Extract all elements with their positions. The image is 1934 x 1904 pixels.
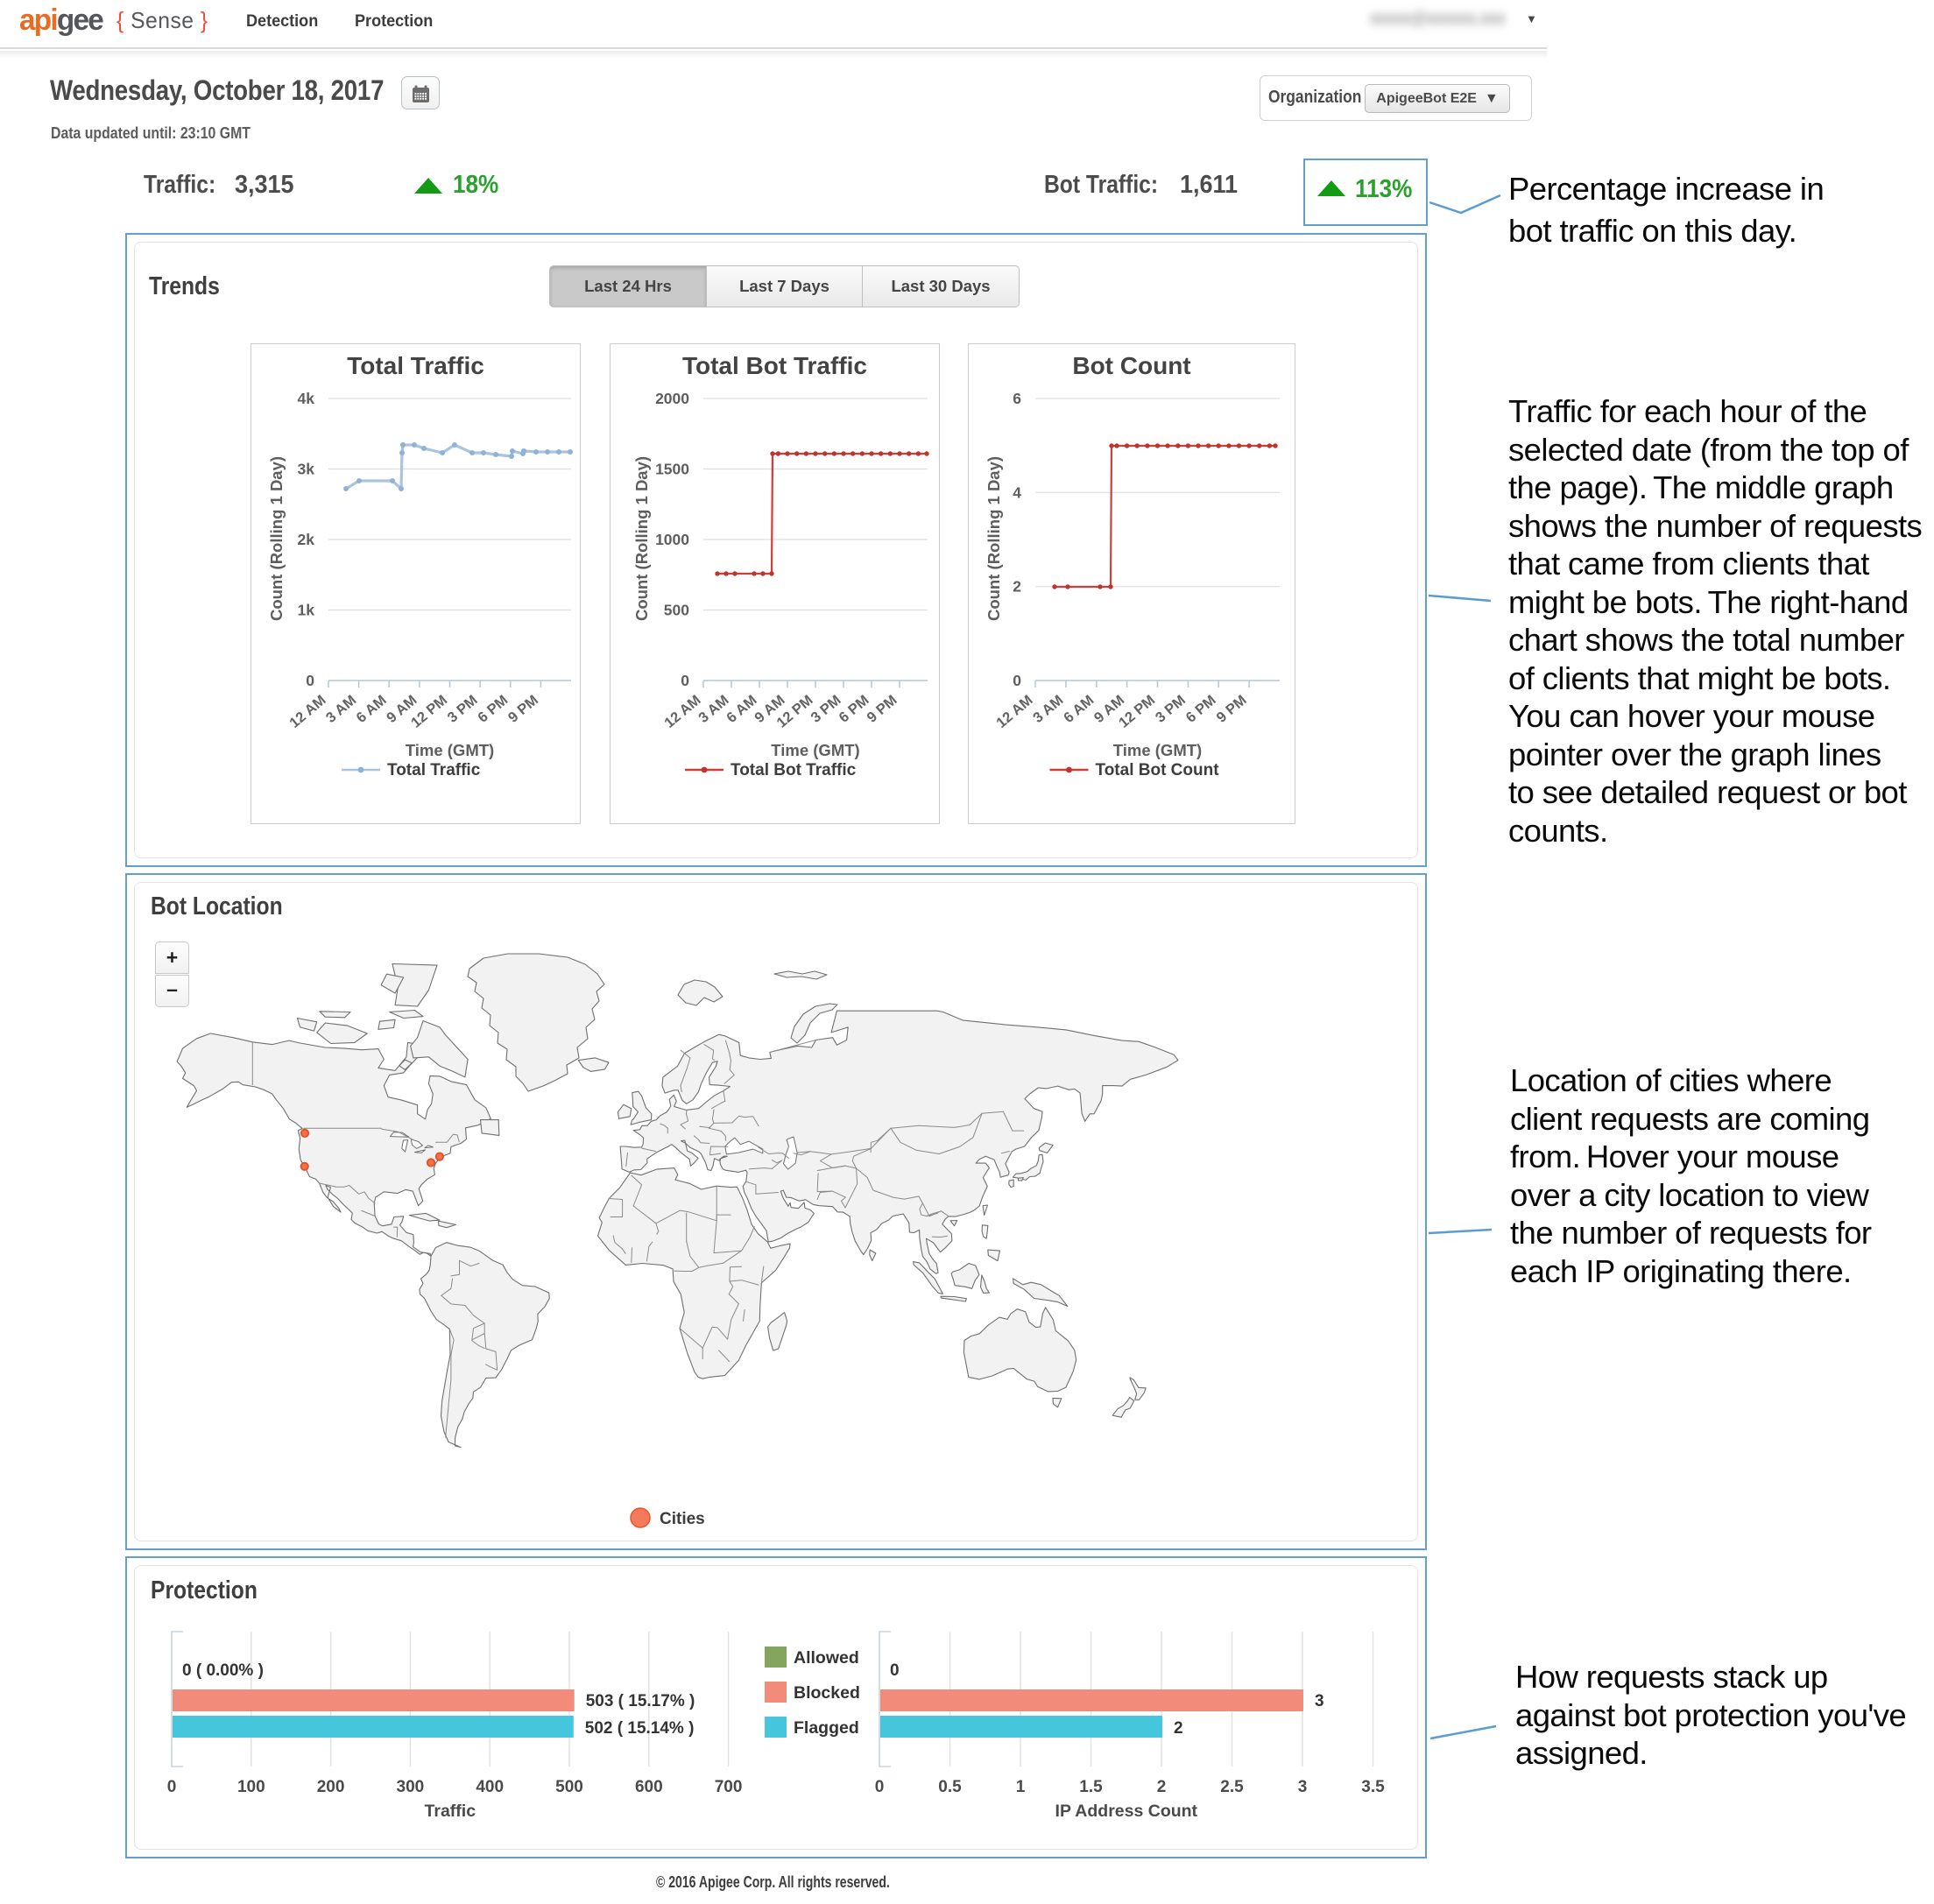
svg-text:0: 0 (1013, 672, 1021, 689)
svg-text:0: 0 (890, 1661, 900, 1680)
svg-text:Count (Rolling 1 Day): Count (Rolling 1 Day) (633, 456, 651, 621)
svg-text:700: 700 (715, 1778, 743, 1796)
svg-text:3k: 3k (298, 461, 315, 478)
svg-text:2000: 2000 (655, 390, 689, 407)
svg-text:Time (GMT): Time (GMT) (406, 741, 494, 759)
svg-text:0: 0 (306, 672, 314, 689)
svg-text:100: 100 (237, 1778, 265, 1796)
svg-text:Bot Count: Bot Count (1072, 352, 1190, 379)
svg-text:500: 500 (664, 602, 689, 619)
svg-text:1500: 1500 (655, 461, 689, 478)
svg-text:300: 300 (397, 1778, 425, 1796)
svg-text:503 ( 15.17% ): 503 ( 15.17% ) (586, 1692, 695, 1710)
svg-text:6: 6 (1013, 390, 1021, 407)
svg-text:Total Traffic: Total Traffic (387, 761, 481, 779)
svg-text:502 ( 15.14% ): 502 ( 15.14% ) (585, 1719, 695, 1738)
svg-text:Total Traffic: Total Traffic (347, 352, 484, 379)
svg-text:Count (Rolling 1 Day): Count (Rolling 1 Day) (268, 456, 286, 621)
svg-text:2: 2 (1174, 1719, 1183, 1738)
svg-text:500: 500 (555, 1778, 583, 1796)
svg-text:0.5: 0.5 (938, 1778, 962, 1796)
svg-text:1000: 1000 (655, 531, 689, 548)
svg-text:3: 3 (1315, 1692, 1324, 1710)
svg-text:Cities: Cities (660, 1510, 705, 1528)
svg-text:Time (GMT): Time (GMT) (1113, 741, 1202, 759)
svg-text:2: 2 (1157, 1778, 1167, 1796)
svg-text:Time (GMT): Time (GMT) (771, 741, 859, 759)
svg-text:0 ( 0.00% ): 0 ( 0.00% ) (182, 1661, 264, 1680)
svg-text:3.5: 3.5 (1361, 1778, 1385, 1796)
svg-text:Total Bot Traffic: Total Bot Traffic (731, 761, 857, 779)
svg-text:2: 2 (1013, 578, 1021, 596)
svg-text:2k: 2k (298, 531, 315, 548)
svg-text:1k: 1k (298, 602, 315, 619)
svg-text:0: 0 (681, 672, 689, 689)
svg-text:Traffic: Traffic (425, 1802, 476, 1821)
svg-text:0: 0 (875, 1778, 885, 1796)
svg-text:1.5: 1.5 (1079, 1778, 1103, 1796)
svg-text:400: 400 (476, 1778, 504, 1796)
svg-text:3: 3 (1298, 1778, 1308, 1796)
svg-text:1: 1 (1016, 1778, 1026, 1796)
svg-text:4: 4 (1013, 483, 1021, 501)
svg-text:Total Bot Traffic: Total Bot Traffic (682, 352, 867, 379)
svg-text:2.5: 2.5 (1220, 1778, 1244, 1796)
svg-text:0: 0 (167, 1778, 177, 1796)
svg-text:IP Address Count: IP Address Count (1055, 1802, 1198, 1821)
svg-text:Blocked: Blocked (794, 1683, 860, 1703)
svg-text:600: 600 (635, 1778, 663, 1796)
svg-text:Flagged: Flagged (794, 1718, 859, 1738)
svg-text:Allowed: Allowed (794, 1648, 859, 1668)
svg-text:Total Bot Count: Total Bot Count (1096, 761, 1220, 779)
svg-text:200: 200 (317, 1778, 345, 1796)
svg-text:4k: 4k (298, 390, 315, 407)
svg-text:Count (Rolling 1 Day): Count (Rolling 1 Day) (985, 456, 1003, 621)
